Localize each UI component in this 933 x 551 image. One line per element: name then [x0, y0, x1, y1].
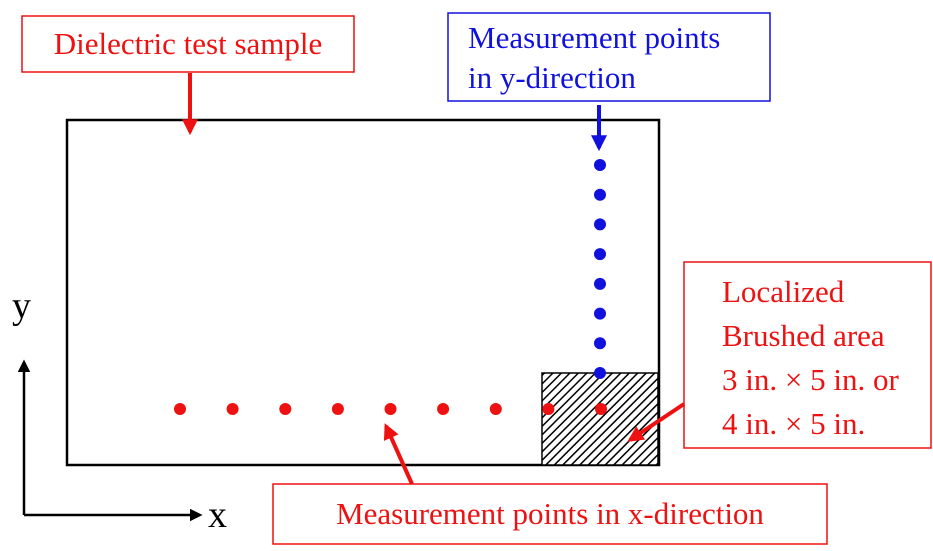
y-direction-points — [594, 159, 606, 379]
brushed-label-line-2: Brushed area — [722, 318, 885, 353]
y-measurement-point — [594, 188, 606, 201]
brushed-label-line-4: 4 in. × 5 in. — [722, 406, 865, 441]
x-direction-points — [174, 403, 607, 415]
x-measurement-point — [489, 403, 502, 415]
x-measurement-point — [279, 403, 292, 415]
brushed-label-box — [683, 261, 932, 449]
y-points-label-line-2: in y-direction — [468, 60, 636, 95]
sample-label-box — [21, 15, 355, 73]
x-measurement-point — [226, 403, 239, 415]
y-measurement-point — [594, 277, 606, 290]
sample-label: Dielectric test sample — [54, 26, 323, 61]
x-points-arrow — [383, 423, 414, 485]
x-measurement-point — [331, 403, 344, 415]
brushed-label-line-3: 3 in. × 5 in. or — [722, 362, 899, 397]
x-measurement-point — [595, 403, 607, 415]
y-measurement-point — [594, 218, 606, 231]
x-axis-label: x — [208, 494, 227, 536]
x-points-label-box — [272, 483, 828, 545]
x-measurement-point — [437, 403, 450, 415]
y-points-label-box — [447, 12, 771, 102]
y-measurement-point — [594, 159, 606, 171]
y-measurement-point — [594, 337, 606, 350]
y-measurement-point — [594, 248, 606, 261]
y-measurement-point — [594, 367, 606, 379]
y-measurement-point — [594, 307, 606, 320]
y-points-label-line-1: Measurement points — [468, 20, 720, 55]
brushed-area — [541, 372, 659, 466]
x-measurement-point — [542, 403, 555, 415]
x-points-label: Measurement points in x-direction — [336, 496, 764, 531]
x-measurement-point — [384, 403, 397, 415]
y-axis-label: y — [12, 285, 31, 327]
brushed-arrow — [627, 402, 686, 442]
brushed-label-line-1: Localized — [722, 274, 845, 309]
x-measurement-point — [174, 403, 186, 415]
